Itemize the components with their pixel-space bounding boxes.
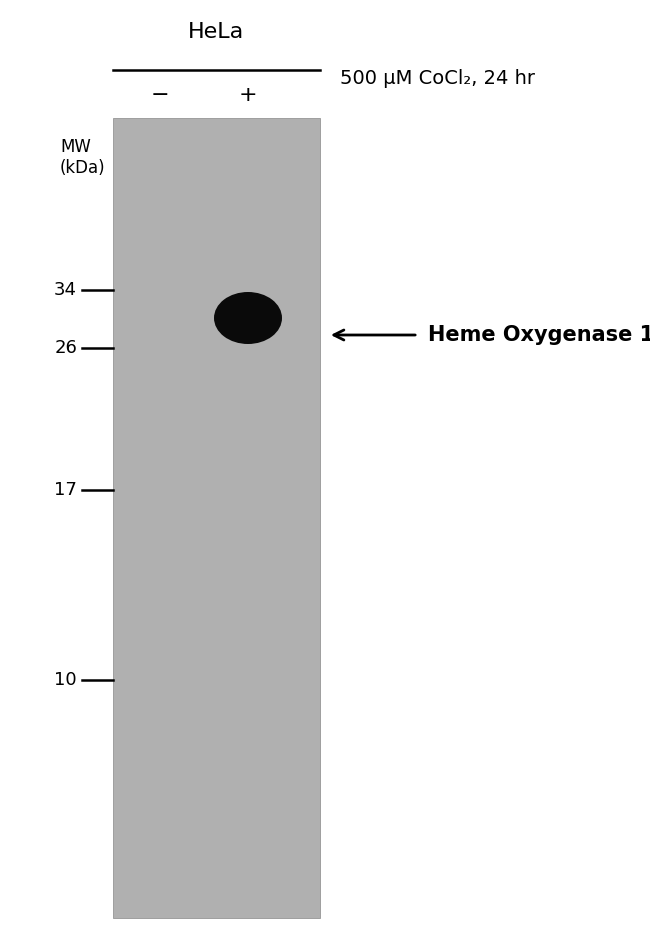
Text: −: − bbox=[151, 85, 169, 105]
Text: HeLa: HeLa bbox=[188, 22, 244, 42]
Text: 34: 34 bbox=[54, 281, 77, 299]
Text: 500 μM CoCl₂, 24 hr: 500 μM CoCl₂, 24 hr bbox=[340, 68, 535, 87]
Text: MW
(kDa): MW (kDa) bbox=[60, 138, 105, 176]
Text: 10: 10 bbox=[55, 671, 77, 689]
Text: 17: 17 bbox=[54, 481, 77, 499]
Text: Heme Oxygenase 1: Heme Oxygenase 1 bbox=[428, 325, 650, 345]
Ellipse shape bbox=[214, 292, 282, 344]
Text: +: + bbox=[239, 85, 257, 105]
Text: 26: 26 bbox=[54, 339, 77, 357]
Bar bbox=[113, 118, 320, 918]
